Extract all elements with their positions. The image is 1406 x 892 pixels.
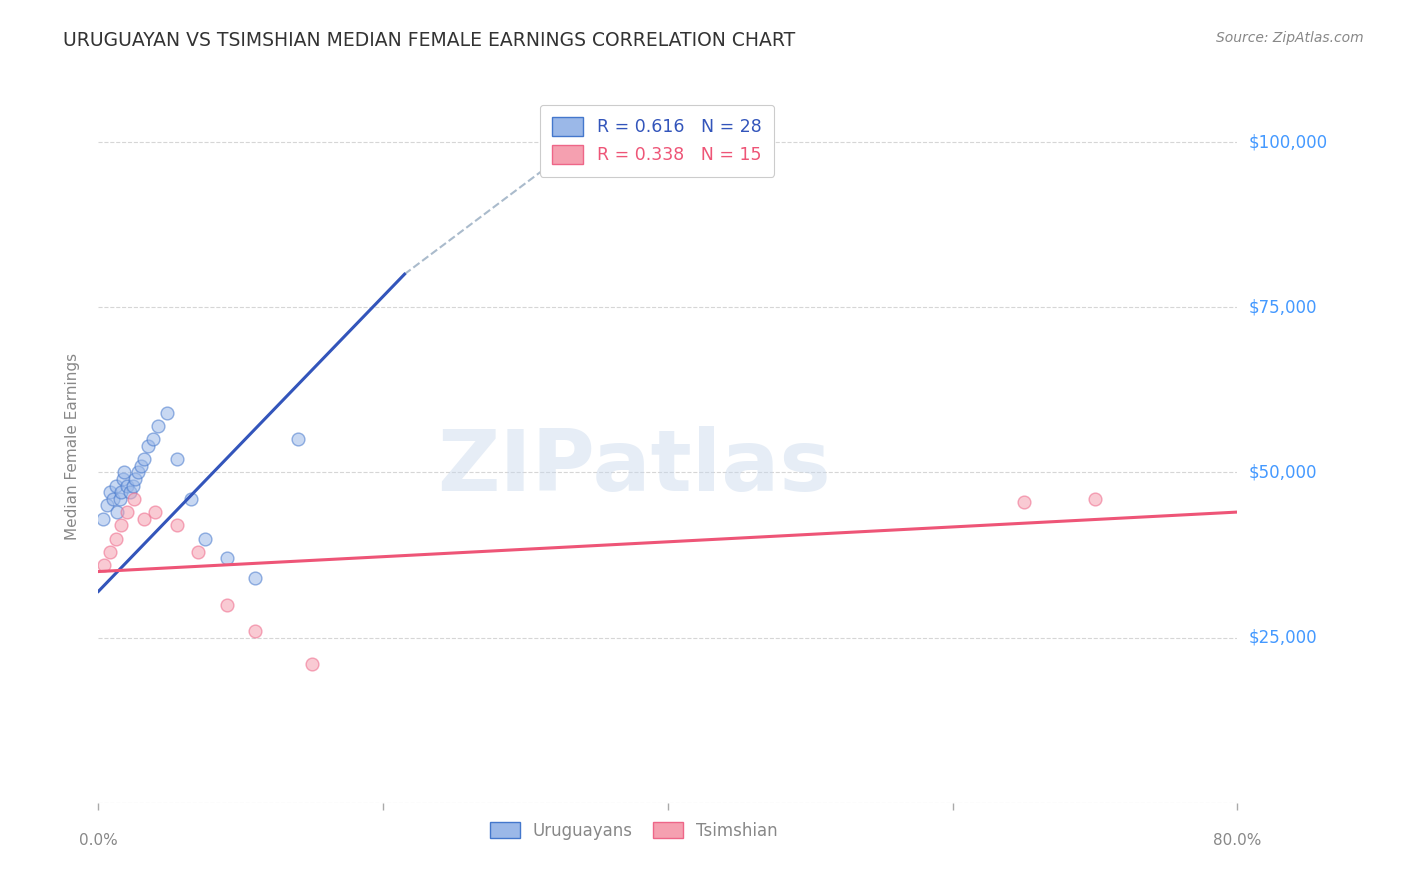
Point bbox=[101, 491, 124, 506]
Point bbox=[166, 518, 188, 533]
Point bbox=[180, 491, 202, 506]
Point bbox=[166, 452, 188, 467]
Point bbox=[145, 505, 167, 519]
Point bbox=[112, 466, 135, 480]
Point bbox=[215, 598, 238, 612]
Point bbox=[105, 505, 128, 519]
Point bbox=[110, 518, 132, 533]
Point bbox=[1084, 491, 1107, 506]
Point bbox=[98, 545, 121, 559]
Text: ZIPatlas: ZIPatlas bbox=[437, 425, 831, 509]
Text: $25,000: $25,000 bbox=[1249, 629, 1317, 647]
Point bbox=[215, 551, 238, 566]
Text: $50,000: $50,000 bbox=[1249, 464, 1317, 482]
Text: $100,000: $100,000 bbox=[1249, 133, 1327, 151]
Point bbox=[122, 491, 145, 506]
Point bbox=[1012, 495, 1035, 509]
Point bbox=[124, 472, 146, 486]
Point bbox=[194, 532, 217, 546]
Legend: Uruguayans, Tsimshian: Uruguayans, Tsimshian bbox=[481, 814, 786, 848]
Point bbox=[132, 511, 155, 525]
Point bbox=[141, 433, 163, 447]
Point bbox=[156, 406, 179, 420]
Point bbox=[132, 452, 155, 467]
Point bbox=[108, 491, 131, 506]
Point bbox=[115, 505, 138, 519]
Point bbox=[91, 511, 114, 525]
Point bbox=[187, 545, 209, 559]
Point bbox=[148, 419, 170, 434]
Text: 80.0%: 80.0% bbox=[1213, 833, 1261, 848]
Point bbox=[98, 485, 121, 500]
Point bbox=[129, 458, 152, 473]
Y-axis label: Median Female Earnings: Median Female Earnings bbox=[65, 352, 80, 540]
Text: Source: ZipAtlas.com: Source: ZipAtlas.com bbox=[1216, 31, 1364, 45]
Text: URUGUAYAN VS TSIMSHIAN MEDIAN FEMALE EARNINGS CORRELATION CHART: URUGUAYAN VS TSIMSHIAN MEDIAN FEMALE EAR… bbox=[63, 31, 796, 50]
Point bbox=[243, 571, 266, 585]
Point bbox=[136, 439, 159, 453]
Text: $75,000: $75,000 bbox=[1249, 298, 1317, 317]
Point bbox=[121, 478, 143, 492]
Point bbox=[93, 558, 115, 572]
Point bbox=[115, 478, 138, 492]
Point bbox=[104, 478, 127, 492]
Point bbox=[104, 532, 127, 546]
Point bbox=[127, 466, 149, 480]
Point bbox=[118, 485, 141, 500]
Point bbox=[287, 433, 309, 447]
Point bbox=[111, 472, 134, 486]
Point bbox=[301, 657, 323, 671]
Point bbox=[243, 624, 266, 638]
Text: 0.0%: 0.0% bbox=[79, 833, 118, 848]
Point bbox=[543, 154, 565, 169]
Point bbox=[96, 499, 118, 513]
Point bbox=[110, 485, 132, 500]
